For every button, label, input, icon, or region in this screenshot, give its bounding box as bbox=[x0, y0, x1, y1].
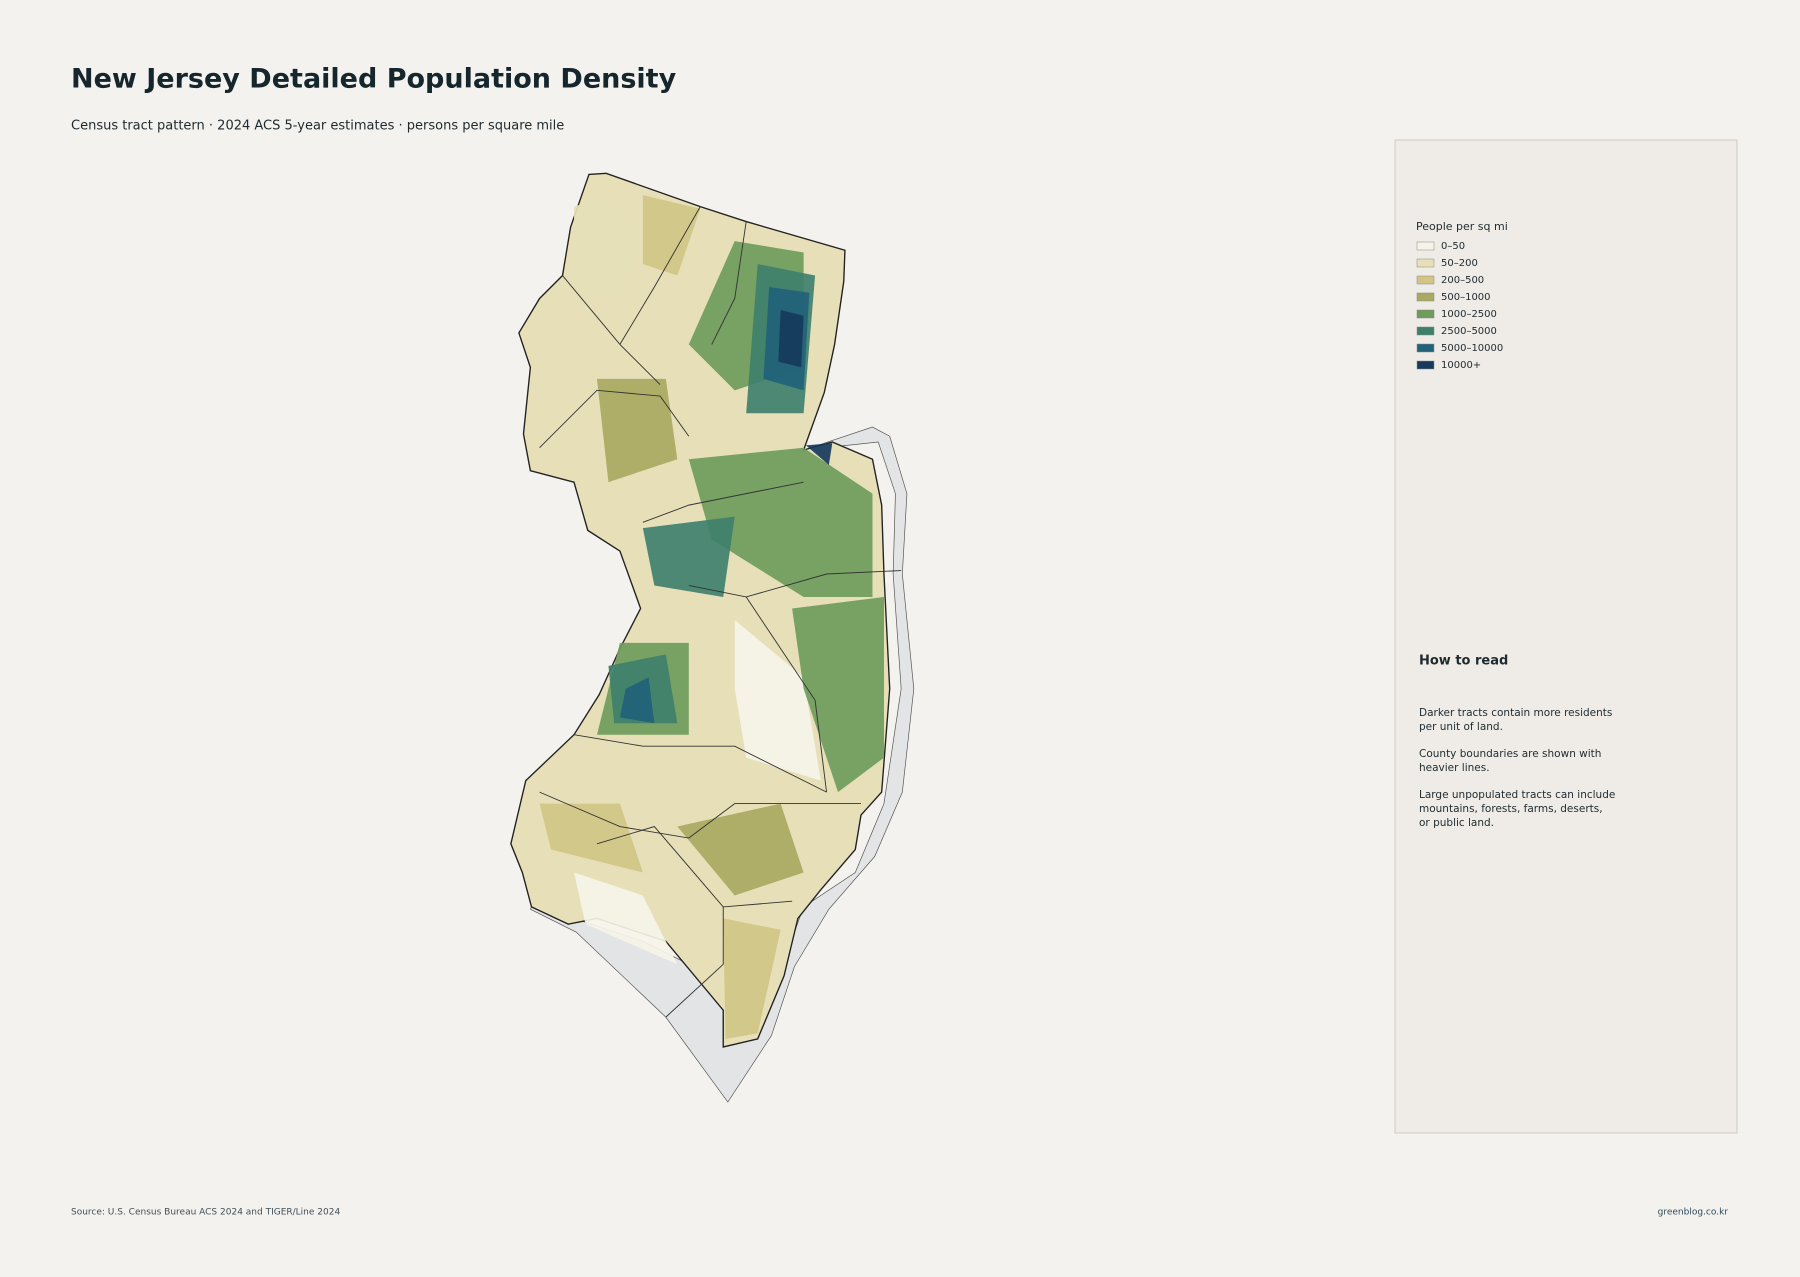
title: New Jersey Detailed Population Density bbox=[71, 64, 677, 95]
density-area bbox=[688, 447, 873, 597]
density-area bbox=[723, 918, 781, 1039]
density-areas bbox=[539, 195, 884, 1039]
county-line bbox=[688, 570, 902, 598]
density-area bbox=[619, 677, 655, 724]
county-line bbox=[642, 481, 804, 523]
county-line bbox=[745, 596, 828, 793]
note-line: County boundaries are shown with bbox=[1419, 748, 1601, 760]
legend-title: People per sq mi bbox=[1416, 220, 1508, 233]
county-line bbox=[539, 791, 862, 839]
legend-swatch bbox=[1416, 258, 1435, 268]
legend-label: 0–50 bbox=[1441, 241, 1465, 252]
legend-label: 200–500 bbox=[1441, 275, 1484, 286]
legend-swatch bbox=[1416, 241, 1435, 251]
county-line bbox=[619, 206, 701, 345]
county-line bbox=[596, 826, 793, 908]
county-line bbox=[711, 221, 747, 345]
legend-swatch bbox=[1416, 360, 1435, 370]
legend-label: 1000–2500 bbox=[1441, 309, 1497, 320]
legend-label: 10000+ bbox=[1441, 360, 1481, 371]
credit: greenblog.co.kr bbox=[1658, 1208, 1729, 1218]
how-to-read-notes: Darker tracts contain more residents per … bbox=[1419, 707, 1615, 829]
legend-label: 500–1000 bbox=[1441, 292, 1491, 303]
map bbox=[510, 172, 915, 1103]
how-to-read-heading: How to read bbox=[1419, 654, 1508, 669]
note-line: per unit of land. bbox=[1419, 721, 1503, 733]
density-area bbox=[574, 872, 678, 965]
density-area bbox=[642, 516, 735, 597]
subtitle: Census tract pattern · 2024 ACS 5-year e… bbox=[71, 119, 564, 134]
legend-label: 2500–5000 bbox=[1441, 326, 1497, 337]
legend-label: 50–200 bbox=[1441, 258, 1478, 269]
note-line: or public land. bbox=[1419, 817, 1494, 829]
note-line: heavier lines. bbox=[1419, 762, 1490, 774]
legend-swatch bbox=[1416, 275, 1435, 285]
county-line bbox=[665, 906, 724, 1018]
county-line bbox=[539, 389, 690, 449]
density-area bbox=[778, 309, 804, 368]
side-panel bbox=[1394, 139, 1738, 1134]
density-area bbox=[677, 803, 804, 896]
county-line bbox=[562, 275, 661, 385]
density-area bbox=[642, 195, 701, 276]
county-boundaries bbox=[539, 206, 902, 1018]
note-line: mountains, forests, farms, deserts, bbox=[1419, 803, 1603, 815]
legend: 0–50 50–200 200–500 500–1000 1000–2500 2500–5… bbox=[1416, 241, 1503, 371]
density-area bbox=[792, 596, 884, 793]
note-line: Large unpopulated tracts can include bbox=[1419, 789, 1615, 801]
county-line bbox=[573, 734, 827, 793]
legend-swatch bbox=[1416, 309, 1435, 319]
density-area bbox=[596, 378, 678, 483]
source: Source: U.S. Census Bureau ACS 2024 and … bbox=[71, 1208, 340, 1218]
density-area bbox=[539, 803, 643, 873]
density-area bbox=[574, 195, 643, 299]
legend-swatch bbox=[1416, 292, 1435, 302]
legend-swatch bbox=[1416, 326, 1435, 336]
legend-swatch bbox=[1416, 343, 1435, 353]
density-area bbox=[734, 619, 821, 781]
density-area bbox=[805, 443, 833, 465]
legend-label: 5000–10000 bbox=[1441, 343, 1503, 354]
water-area bbox=[529, 426, 915, 1103]
note-line: Darker tracts contain more residents bbox=[1419, 707, 1612, 719]
